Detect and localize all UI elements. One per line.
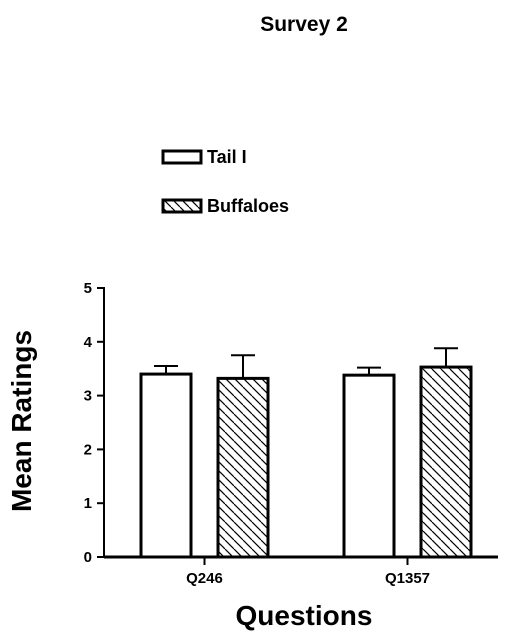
bar-tail-i	[342, 373, 396, 559]
y-tick-label: 5	[84, 280, 92, 297]
x-tick-label: Q1357	[385, 570, 430, 587]
x-axis-label: Questions	[236, 600, 373, 631]
legend: Tail I Buffaloes	[161, 147, 289, 216]
y-tick-label: 2	[84, 441, 92, 458]
y-tick-label: 3	[84, 388, 92, 405]
y-tick-label: 4	[84, 334, 93, 351]
x-ticks: Q246 Q1357	[186, 557, 430, 587]
legend-label: Buffaloes	[207, 196, 289, 216]
y-axis-label: Mean Ratings	[6, 330, 37, 512]
x-tick-label: Q246	[186, 570, 223, 587]
legend-swatch	[161, 198, 203, 214]
y-tick-label: 1	[84, 495, 92, 512]
bar-buffaloes	[419, 365, 473, 559]
legend-label: Tail I	[207, 147, 247, 167]
chart-title: Survey 2	[260, 13, 348, 36]
bar-buffaloes	[216, 376, 270, 559]
y-ticks: 0 1 2 3 4 5	[84, 280, 104, 566]
y-tick-label: 0	[84, 549, 92, 566]
bar-tail-i	[139, 372, 193, 559]
legend-swatch	[161, 149, 203, 165]
bars	[139, 347, 473, 559]
